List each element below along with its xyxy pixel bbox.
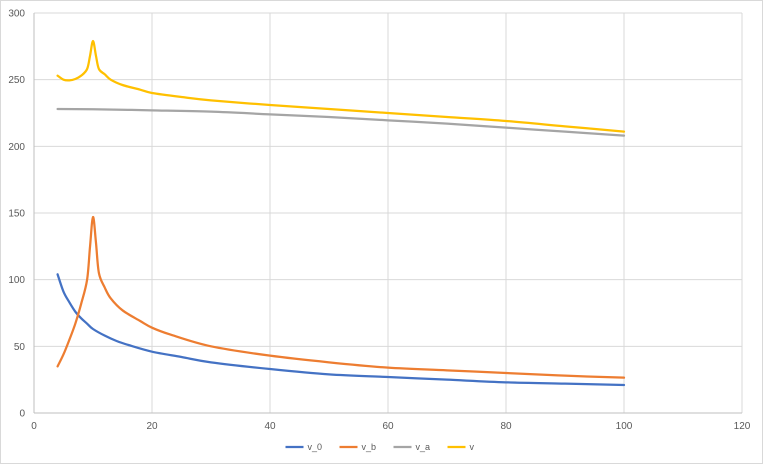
axes bbox=[33, 13, 742, 414]
series-line-v_a bbox=[56, 107, 626, 137]
x-tick-label: 20 bbox=[146, 421, 158, 432]
y-tick-label: 0 bbox=[19, 409, 25, 420]
legend-item-v_0: v_0 bbox=[285, 442, 323, 452]
x-tick-label: 60 bbox=[382, 421, 394, 432]
y-tick-label: 100 bbox=[8, 275, 25, 286]
series-line-v bbox=[56, 39, 626, 133]
x-tick-labels: 0 20 40 60 80 100 120 bbox=[31, 421, 751, 432]
series-lines bbox=[56, 39, 626, 387]
legend-label: v_0 bbox=[308, 442, 323, 452]
legend-label: v bbox=[470, 442, 475, 452]
y-tick-label: 300 bbox=[8, 9, 25, 20]
legend-item-v: v bbox=[447, 442, 475, 452]
x-tick-label: 100 bbox=[616, 421, 633, 432]
legend-label: v_b bbox=[362, 442, 377, 452]
legend-label: v_a bbox=[416, 442, 431, 452]
legend-item-v_b: v_b bbox=[339, 442, 377, 452]
y-tick-label: 250 bbox=[8, 75, 25, 86]
series-line-v_0 bbox=[56, 273, 626, 387]
x-tick-label: 40 bbox=[264, 421, 276, 432]
gridlines bbox=[34, 12, 743, 413]
y-tick-label: 200 bbox=[8, 142, 25, 153]
y-tick-label: 50 bbox=[14, 342, 26, 353]
y-tick-labels: 0 50 100 150 200 250 300 bbox=[8, 9, 25, 420]
x-tick-label: 120 bbox=[734, 421, 751, 432]
x-tick-label: 0 bbox=[31, 421, 37, 432]
y-tick-label: 150 bbox=[8, 209, 25, 220]
legend: v_0 v_b v_a v bbox=[285, 442, 475, 452]
x-tick-label: 80 bbox=[500, 421, 512, 432]
legend-item-v_a: v_a bbox=[393, 442, 431, 452]
series-line-v_b bbox=[56, 215, 626, 379]
